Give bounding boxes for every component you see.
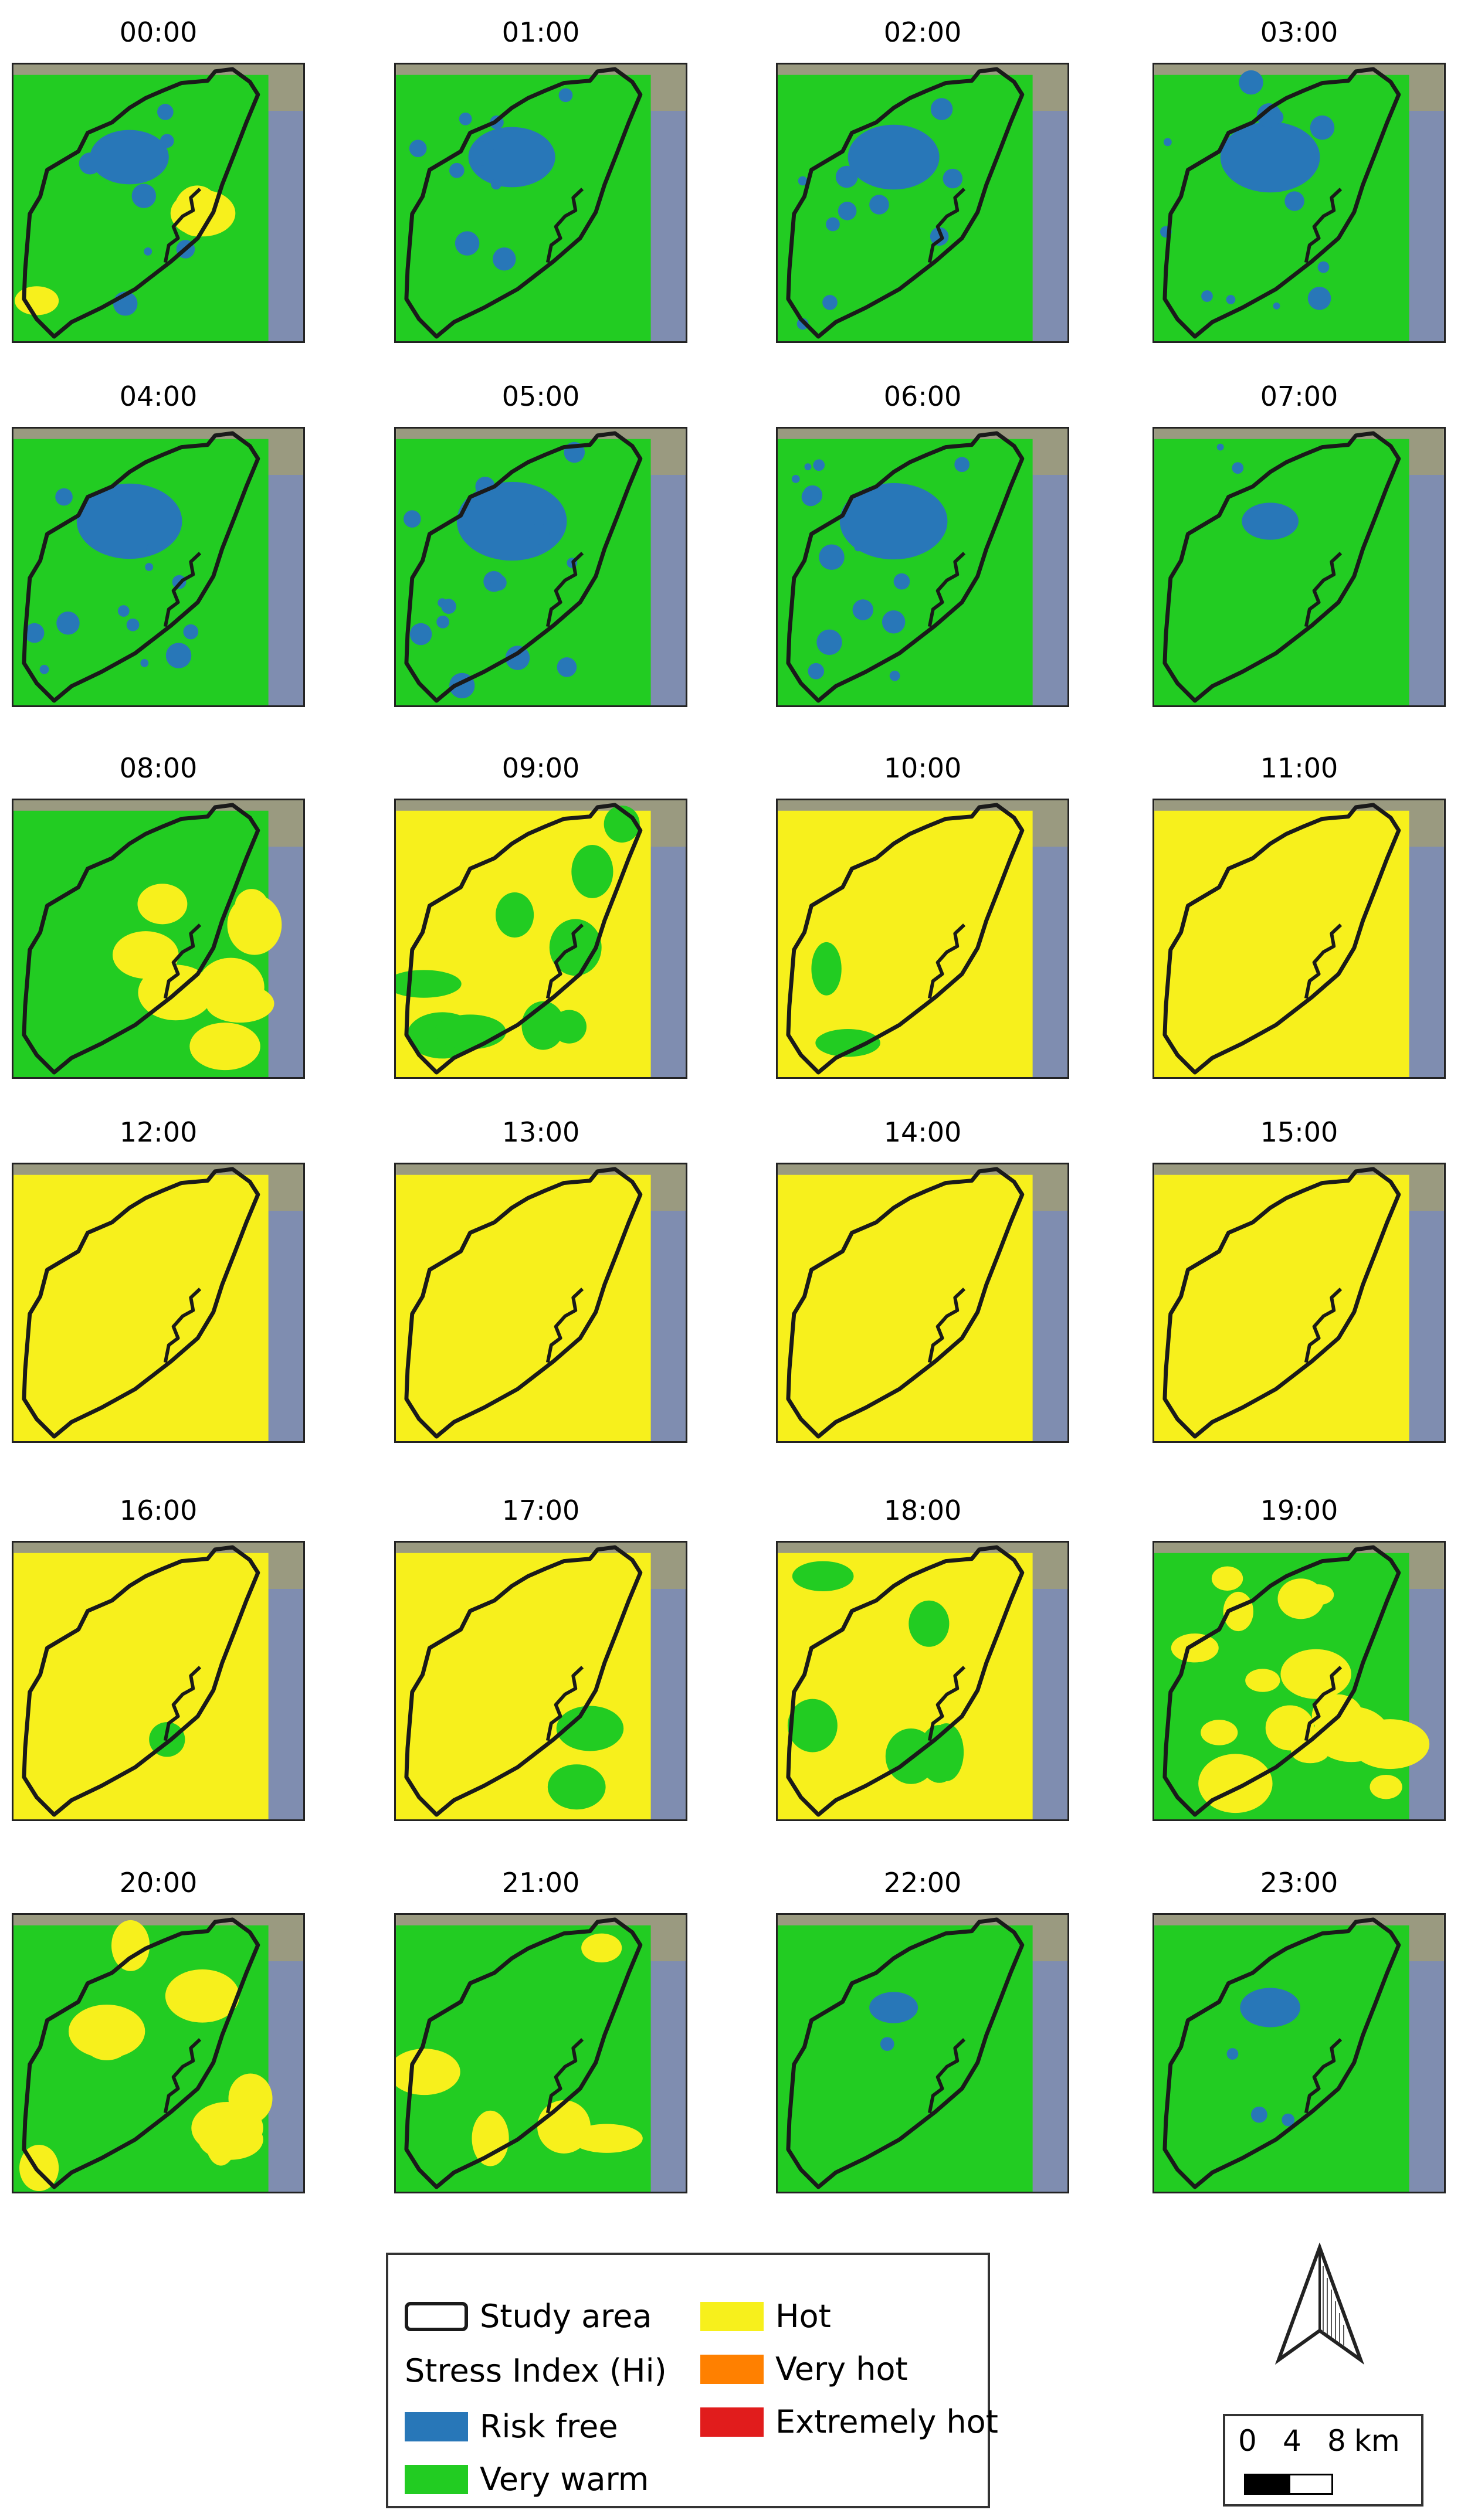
hourly-map-panel: 06:00 (776, 381, 1069, 707)
hour-label: 08:00 (119, 752, 198, 784)
hour-label: 07:00 (1260, 381, 1338, 412)
stress-index-map (12, 1913, 305, 2193)
hour-label: 17:00 (501, 1495, 580, 1526)
scale-bar-white-segment (1289, 2474, 1333, 2495)
hour-label: 21:00 (501, 1867, 580, 1899)
hour-label: 12:00 (119, 1116, 198, 1148)
study-area-swatch (405, 2302, 468, 2331)
stress-index-map (12, 799, 305, 1079)
stress-index-map (776, 1541, 1069, 1821)
stress-index-map (1152, 1913, 1446, 2193)
stress-index-map (1152, 427, 1446, 707)
legend-risk-free-label: Risk free (480, 2408, 618, 2445)
extremely-hot-swatch (700, 2407, 764, 2437)
hour-label: 02:00 (883, 16, 962, 48)
stress-index-map (12, 63, 305, 343)
hot-swatch (700, 2302, 764, 2331)
hourly-map-panel: 04:00 (12, 381, 305, 707)
legend-hot-label: Hot (775, 2298, 831, 2335)
stress-index-map (776, 1163, 1069, 1443)
hourly-map-panel: 01:00 (394, 16, 687, 343)
hour-label: 10:00 (883, 752, 962, 784)
hourly-map-panel: 15:00 (1152, 1116, 1446, 1443)
hour-label: 01:00 (501, 16, 580, 48)
stress-index-map (1152, 1541, 1446, 1821)
hour-label: 13:00 (501, 1116, 580, 1148)
hour-label: 04:00 (119, 381, 198, 412)
hourly-map-panel: 03:00 (1152, 16, 1446, 343)
north-arrow-icon (1274, 2243, 1365, 2365)
hour-label: 18:00 (883, 1495, 962, 1526)
stress-index-map (12, 1163, 305, 1443)
hourly-map-panel: 10:00 (776, 752, 1069, 1079)
hourly-map-panel: 19:00 (1152, 1495, 1446, 1821)
stress-index-map (1152, 1163, 1446, 1443)
stress-index-map (1152, 799, 1446, 1079)
legend-extremely-hot-label: Extremely hot (775, 2403, 998, 2440)
hourly-map-panel: 02:00 (776, 16, 1069, 343)
stress-index-map (776, 799, 1069, 1079)
stress-index-map (394, 1541, 687, 1821)
stress-index-map (394, 1163, 687, 1443)
hourly-map-panel: 05:00 (394, 381, 687, 707)
hourly-map-panel: 00:00 (12, 16, 305, 343)
scale-tick-4: 4 (1283, 2424, 1301, 2458)
very-warm-swatch (405, 2465, 468, 2494)
stress-index-map (12, 427, 305, 707)
hourly-map-panel: 13:00 (394, 1116, 687, 1443)
hourly-map-panel: 08:00 (12, 752, 305, 1079)
hour-label: 00:00 (119, 16, 198, 48)
hour-label: 03:00 (1260, 16, 1338, 48)
very-hot-swatch (700, 2355, 764, 2384)
stress-index-map (12, 1541, 305, 1821)
hourly-map-panel: 17:00 (394, 1495, 687, 1821)
hourly-map-panel: 20:00 (12, 1867, 305, 2193)
hour-label: 19:00 (1260, 1495, 1338, 1526)
scale-bar: 0 4 8 km (1223, 2414, 1423, 2507)
stress-index-map (1152, 63, 1446, 343)
legend: Study area Stress Index (Hi) Risk free V… (386, 2253, 998, 2508)
hourly-map-panel: 21:00 (394, 1867, 687, 2193)
legend-very-warm-label: Very warm (480, 2461, 649, 2498)
scale-unit: km (1354, 2424, 1400, 2458)
stress-index-map (776, 427, 1069, 707)
hourly-map-panel: 16:00 (12, 1495, 305, 1821)
scale-tick-8: 8 (1327, 2424, 1346, 2458)
hourly-map-panel: 12:00 (12, 1116, 305, 1443)
hour-label: 23:00 (1260, 1867, 1338, 1899)
hour-label: 06:00 (883, 381, 962, 412)
hour-label: 16:00 (119, 1495, 198, 1526)
stress-index-map (394, 799, 687, 1079)
hourly-map-panel: 14:00 (776, 1116, 1069, 1443)
scale-tick-0: 0 (1238, 2424, 1257, 2458)
hourly-map-panel: 22:00 (776, 1867, 1069, 2193)
hour-label: 09:00 (501, 752, 580, 784)
hour-label: 22:00 (883, 1867, 962, 1899)
stress-index-map (776, 1913, 1069, 2193)
legend-very-hot-label: Very hot (775, 2351, 908, 2387)
legend-study-area-label: Study area (480, 2298, 652, 2335)
hourly-map-panel: 11:00 (1152, 752, 1446, 1079)
stress-index-map (776, 63, 1069, 343)
hour-label: 11:00 (1260, 752, 1338, 784)
stress-index-map (394, 63, 687, 343)
hourly-map-panel: 09:00 (394, 752, 687, 1079)
hourly-map-panel: 18:00 (776, 1495, 1069, 1821)
hour-label: 05:00 (501, 381, 580, 412)
hour-label: 14:00 (883, 1116, 962, 1148)
hourly-map-panel: 23:00 (1152, 1867, 1446, 2193)
hourly-map-panel: 07:00 (1152, 381, 1446, 707)
risk-free-swatch (405, 2412, 468, 2441)
stress-index-map (394, 427, 687, 707)
scale-bar-black-segment (1244, 2474, 1289, 2495)
legend-index-title: Stress Index (Hi) (405, 2352, 667, 2389)
hour-label: 15:00 (1260, 1116, 1338, 1148)
stress-index-map (394, 1913, 687, 2193)
hour-label: 20:00 (119, 1867, 198, 1899)
